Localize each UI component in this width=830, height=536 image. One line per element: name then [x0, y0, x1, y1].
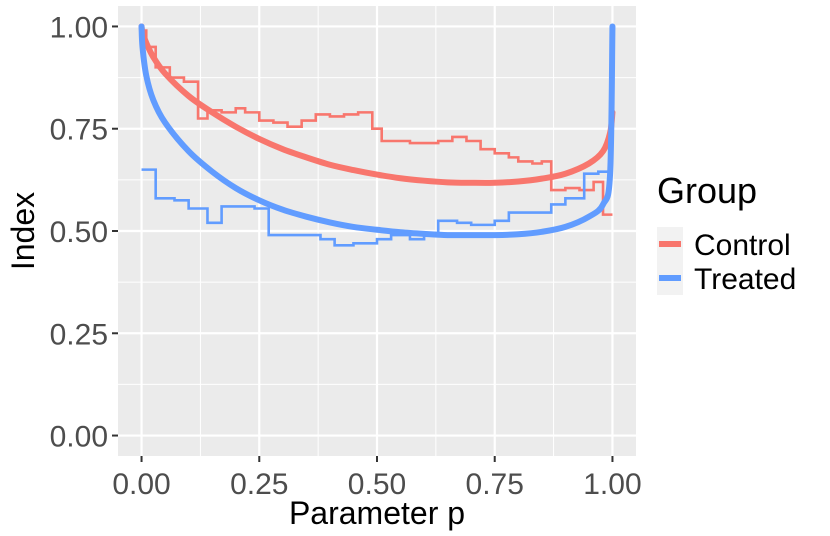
smooth-curve-treated [138, 23, 616, 239]
y-tick-label: 0.50 [50, 216, 108, 249]
legend-item-control: Control [657, 227, 791, 262]
axis-ticks [112, 25, 614, 462]
series-layer [138, 23, 616, 247]
x-tick-label: 0.00 [112, 468, 170, 501]
x-tick-labels: 0.00 0.25 0.50 0.75 1.00 [112, 468, 641, 501]
x-tick-label: 1.00 [583, 468, 641, 501]
legend-label: Control [694, 229, 791, 262]
x-tick-label: 0.25 [230, 468, 288, 501]
y-tick-labels: 0.00 0.25 0.50 0.75 1.00 [50, 11, 108, 453]
legend-title: Group [657, 170, 757, 211]
y-axis-title: Index [5, 192, 41, 270]
x-tick-label: 0.50 [348, 468, 406, 501]
x-tick-label: 0.75 [466, 468, 524, 501]
y-tick-label: 0.75 [50, 114, 108, 147]
smooth-curve-control [138, 23, 616, 186]
x-axis-title: Parameter p [289, 495, 465, 531]
legend-item-treated: Treated [657, 261, 796, 296]
y-tick-label: 0.00 [50, 421, 108, 454]
legend-label: Treated [694, 263, 796, 296]
y-tick-label: 1.00 [50, 11, 108, 44]
step-line-treated [141, 168, 613, 247]
y-tick-label: 0.25 [50, 318, 108, 351]
